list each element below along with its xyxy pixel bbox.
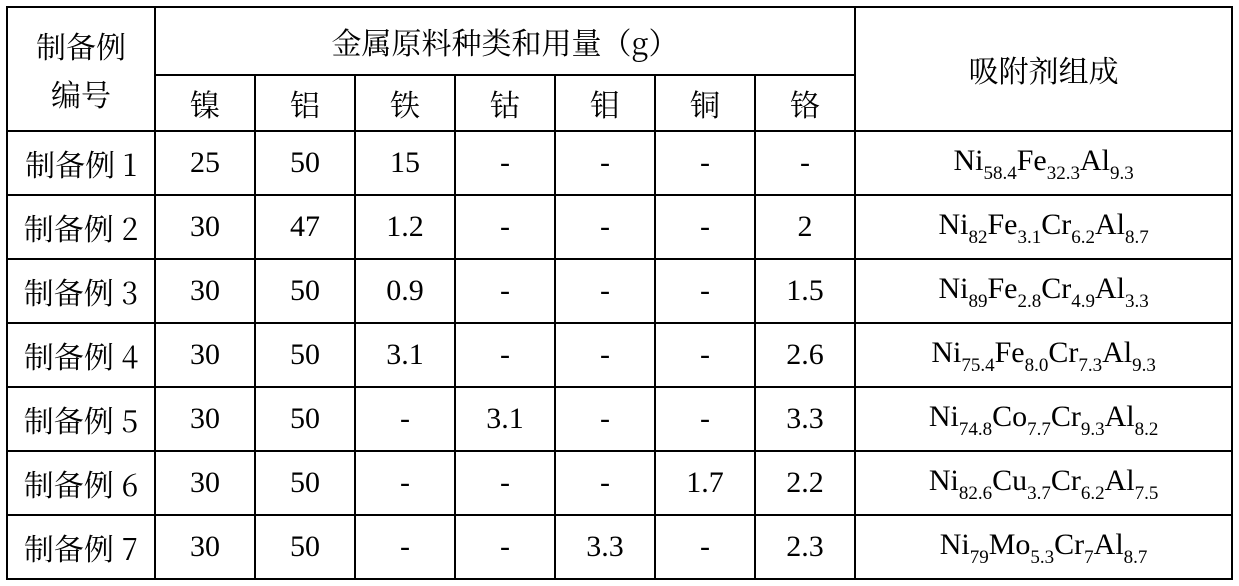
row-id: 制备例 3 (7, 259, 155, 323)
adsorbent-formula: Ni82Fe3.1Cr6.2Al8.7 (855, 195, 1232, 259)
metal-value: 2 (755, 195, 855, 259)
metal-value: - (355, 451, 455, 515)
metal-value: - (555, 259, 655, 323)
metal-value: 1.2 (355, 195, 455, 259)
table-row: 制备例 330500.9---1.5Ni89Fe2.8Cr4.9Al3.3 (7, 259, 1232, 323)
metal-value: 30 (155, 451, 255, 515)
metal-value: 0.9 (355, 259, 455, 323)
adsorbent-formula: Ni75.4Fe8.0Cr7.3Al9.3 (855, 323, 1232, 387)
metal-value: 50 (255, 451, 355, 515)
metal-value: 3.3 (755, 387, 855, 451)
row-id: 制备例 6 (7, 451, 155, 515)
col-header-metal: 铬 (755, 75, 855, 131)
metal-value: 15 (355, 131, 455, 195)
metal-value: 2.6 (755, 323, 855, 387)
metal-value: 50 (255, 323, 355, 387)
metal-value: 25 (155, 131, 255, 195)
table-row: 制备例 73050--3.3-2.3Ni79Mo5.3Cr7Al8.7 (7, 515, 1232, 579)
metal-value: - (655, 515, 755, 579)
metal-value: - (655, 259, 755, 323)
metal-value: 50 (255, 131, 355, 195)
metal-value: - (655, 131, 755, 195)
materials-table: 制备例 编号 金属原料种类和用量（g） 吸附剂组成 镍 铝 铁 钴 钼 铜 铬 … (6, 6, 1233, 580)
adsorbent-formula: Ni79Mo5.3Cr7Al8.7 (855, 515, 1232, 579)
metal-value: - (555, 195, 655, 259)
header-row-1: 制备例 编号 金属原料种类和用量（g） 吸附剂组成 (7, 7, 1232, 75)
col-header-metal: 铜 (655, 75, 755, 131)
col-header-adsorbent: 吸附剂组成 (855, 7, 1232, 131)
metal-value: 47 (255, 195, 355, 259)
metal-value: - (755, 131, 855, 195)
metal-value: 2.3 (755, 515, 855, 579)
metal-value: 50 (255, 259, 355, 323)
metal-value: - (455, 451, 555, 515)
col-header-metal: 铝 (255, 75, 355, 131)
adsorbent-formula: Ni82.6Cu3.7Cr6.2Al7.5 (855, 451, 1232, 515)
table-row: 制备例 53050-3.1--3.3Ni74.8Co7.7Cr9.3Al8.2 (7, 387, 1232, 451)
col-header-metal: 铁 (355, 75, 455, 131)
metal-value: 30 (155, 515, 255, 579)
metal-value: - (355, 387, 455, 451)
metal-value: - (555, 451, 655, 515)
metal-value: 3.1 (455, 387, 555, 451)
metal-value: 50 (255, 387, 355, 451)
table-row: 制备例 230471.2---2Ni82Fe3.1Cr6.2Al8.7 (7, 195, 1232, 259)
metal-value: - (355, 515, 455, 579)
metal-value: - (455, 131, 555, 195)
adsorbent-formula: Ni58.4Fe32.3Al9.3 (855, 131, 1232, 195)
metal-value: - (555, 323, 655, 387)
metal-value: - (455, 259, 555, 323)
table-container: 制备例 编号 金属原料种类和用量（g） 吸附剂组成 镍 铝 铁 钴 钼 铜 铬 … (0, 0, 1239, 586)
metal-value: - (655, 195, 755, 259)
metal-value: 50 (255, 515, 355, 579)
metal-value: 2.2 (755, 451, 855, 515)
metal-value: - (455, 195, 555, 259)
metal-value: - (555, 131, 655, 195)
row-id: 制备例 1 (7, 131, 155, 195)
col-header-id-line1: 制备例 (8, 21, 154, 69)
row-id: 制备例 4 (7, 323, 155, 387)
metal-value: 1.7 (655, 451, 755, 515)
metal-value: 1.5 (755, 259, 855, 323)
table-row: 制备例 1255015----Ni58.4Fe32.3Al9.3 (7, 131, 1232, 195)
metal-value: 3.1 (355, 323, 455, 387)
adsorbent-formula: Ni74.8Co7.7Cr9.3Al8.2 (855, 387, 1232, 451)
table-row: 制备例 63050---1.72.2Ni82.6Cu3.7Cr6.2Al7.5 (7, 451, 1232, 515)
metal-value: 3.3 (555, 515, 655, 579)
metal-value: - (555, 387, 655, 451)
metal-value: 30 (155, 387, 255, 451)
metal-value: 30 (155, 195, 255, 259)
table-row: 制备例 430503.1---2.6Ni75.4Fe8.0Cr7.3Al9.3 (7, 323, 1232, 387)
row-id: 制备例 5 (7, 387, 155, 451)
metal-value: 30 (155, 323, 255, 387)
table-body: 制备例 1255015----Ni58.4Fe32.3Al9.3制备例 2304… (7, 131, 1232, 579)
row-id: 制备例 2 (7, 195, 155, 259)
col-header-metal: 钴 (455, 75, 555, 131)
metal-value: - (655, 387, 755, 451)
metal-value: - (655, 323, 755, 387)
col-header-id-line2: 编号 (8, 69, 154, 117)
adsorbent-formula: Ni89Fe2.8Cr4.9Al3.3 (855, 259, 1232, 323)
col-header-id: 制备例 编号 (7, 7, 155, 131)
metal-value: 30 (155, 259, 255, 323)
metal-value: - (455, 515, 555, 579)
col-header-metal: 钼 (555, 75, 655, 131)
row-id: 制备例 7 (7, 515, 155, 579)
metal-value: - (455, 323, 555, 387)
col-header-metals-group: 金属原料种类和用量（g） (155, 7, 855, 75)
col-header-metal: 镍 (155, 75, 255, 131)
